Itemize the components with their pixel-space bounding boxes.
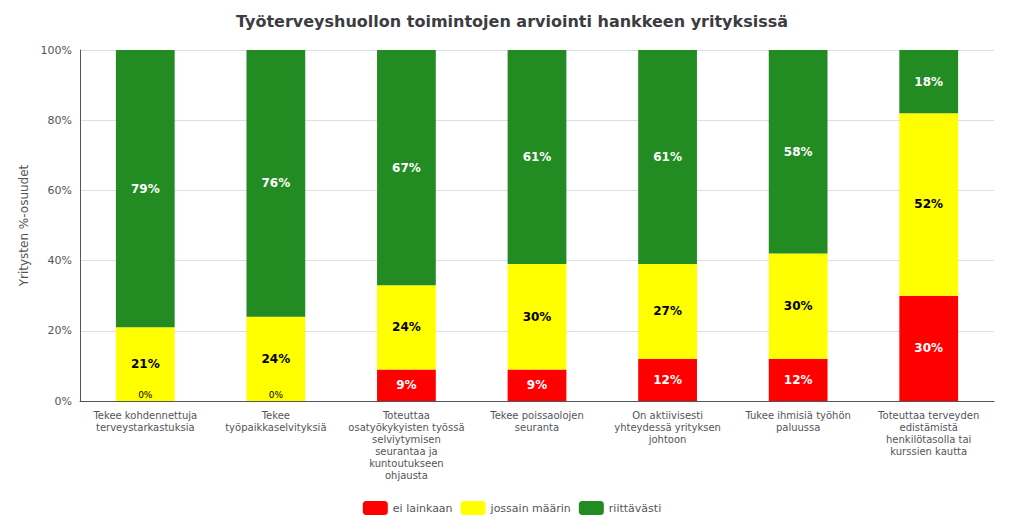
svg-text:seurantaa ja: seurantaa ja	[375, 446, 438, 457]
svg-text:kurssien kautta: kurssien kautta	[890, 446, 967, 457]
svg-text:Työterveyshuollon toimintojen: Työterveyshuollon toimintojen arviointi …	[236, 12, 788, 31]
svg-text:30%: 30%	[523, 310, 552, 324]
svg-text:12%: 12%	[653, 373, 682, 387]
svg-text:Tekee kohdennettuja: Tekee kohdennettuja	[92, 410, 197, 421]
svg-text:52%: 52%	[914, 197, 943, 211]
svg-text:työpaikkaselvityksiä: työpaikkaselvityksiä	[225, 422, 326, 433]
svg-text:Tukee ihmisiä työhön: Tukee ihmisiä työhön	[744, 410, 851, 421]
svg-text:79%: 79%	[131, 182, 160, 196]
svg-text:terveystarkastuksia: terveystarkastuksia	[96, 422, 195, 433]
svg-text:12%: 12%	[784, 373, 813, 387]
svg-text:paluussa: paluussa	[776, 422, 820, 433]
svg-text:0%: 0%	[269, 390, 284, 400]
svg-text:58%: 58%	[784, 145, 813, 159]
svg-text:Toteuttaa: Toteuttaa	[382, 410, 430, 421]
svg-text:76%: 76%	[261, 176, 290, 190]
svg-text:40%: 40%	[48, 254, 72, 267]
svg-text:johtoon: johtoon	[648, 434, 687, 445]
svg-text:30%: 30%	[914, 341, 943, 355]
svg-text:61%: 61%	[653, 150, 682, 164]
svg-text:osatyökykyisten työssä: osatyökykyisten työssä	[348, 422, 464, 433]
svg-text:9%: 9%	[396, 378, 416, 392]
svg-text:18%: 18%	[914, 75, 943, 89]
svg-text:100%: 100%	[41, 44, 72, 57]
svg-text:ohjausta: ohjausta	[385, 470, 428, 481]
svg-text:61%: 61%	[523, 150, 552, 164]
svg-text:27%: 27%	[653, 304, 682, 318]
svg-text:60%: 60%	[48, 184, 72, 197]
svg-text:On aktiivisesti: On aktiivisesti	[632, 410, 703, 421]
svg-text:Tekee: Tekee	[261, 410, 290, 421]
svg-text:edistämistä: edistämistä	[900, 422, 958, 433]
svg-text:24%: 24%	[261, 352, 290, 366]
svg-text:kuntoutukseen: kuntoutukseen	[369, 458, 443, 469]
svg-text:67%: 67%	[392, 161, 421, 175]
svg-text:yhteydessä yrityksen: yhteydessä yrityksen	[614, 422, 721, 433]
svg-text:80%: 80%	[48, 114, 72, 127]
svg-text:seuranta: seuranta	[515, 422, 559, 433]
svg-text:henkilötasolla tai: henkilötasolla tai	[886, 434, 971, 445]
svg-text:24%: 24%	[392, 320, 421, 334]
svg-text:Tekee poissaolojen: Tekee poissaolojen	[489, 410, 584, 421]
svg-text:jossain määrin: jossain määrin	[490, 502, 571, 515]
svg-text:ei lainkaan: ei lainkaan	[393, 502, 453, 515]
svg-text:riittävästi: riittävästi	[609, 502, 661, 515]
svg-text:Toteuttaa terveyden: Toteuttaa terveyden	[877, 410, 979, 421]
svg-text:21%: 21%	[131, 357, 160, 371]
svg-text:30%: 30%	[784, 299, 813, 313]
svg-text:selviytymisen: selviytymisen	[372, 434, 441, 445]
svg-text:20%: 20%	[48, 324, 72, 337]
svg-text:0%: 0%	[55, 395, 72, 408]
svg-text:0%: 0%	[138, 390, 153, 400]
svg-text:9%: 9%	[527, 378, 547, 392]
svg-text:Yritysten %-osuudet: Yritysten %-osuudet	[17, 164, 31, 287]
